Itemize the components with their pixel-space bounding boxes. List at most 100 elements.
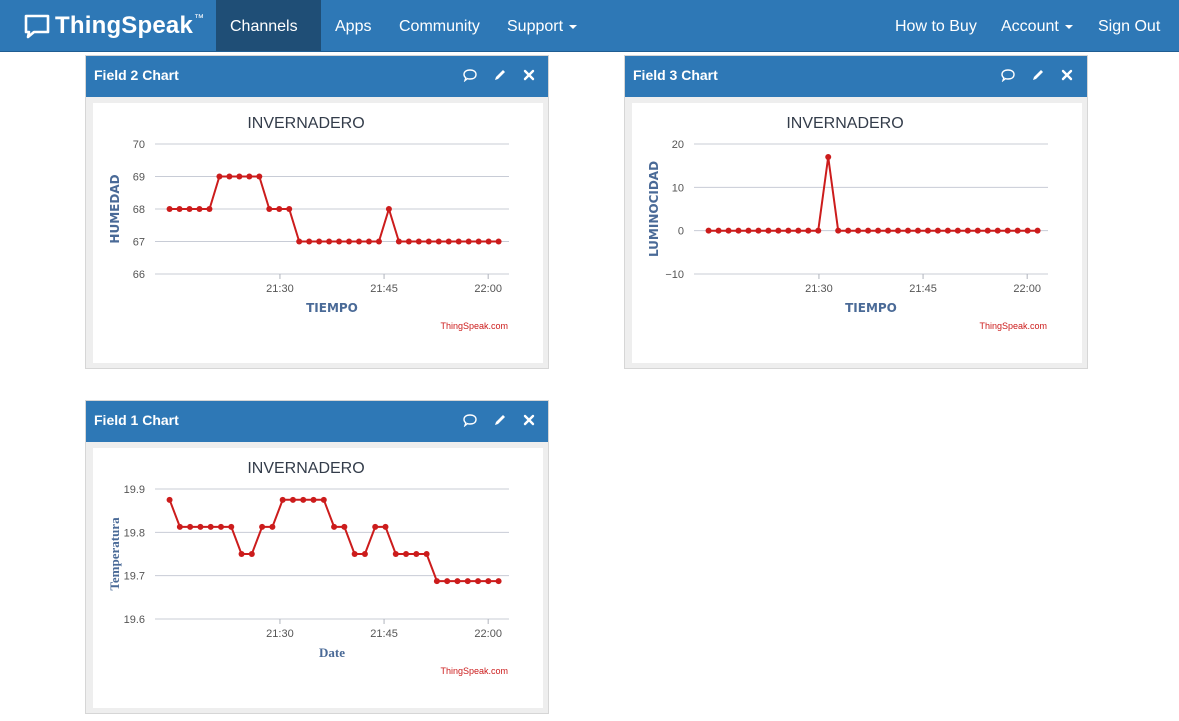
data-point	[944, 227, 951, 234]
panel-title: Field 3 Chart	[633, 67, 718, 83]
data-point	[279, 496, 286, 503]
comment-icon[interactable]	[463, 413, 477, 427]
close-icon[interactable]	[522, 413, 536, 427]
data-point	[485, 578, 492, 585]
data-point	[475, 578, 482, 585]
data-point	[310, 496, 317, 503]
data-point	[166, 496, 173, 503]
data-point	[346, 238, 353, 245]
y-tick-label: 67	[133, 237, 145, 249]
y-tick-label: 19.7	[124, 571, 145, 583]
top-navbar: ThingSpeak ™ Channels Apps Community Supp…	[0, 0, 1179, 82]
nav-community[interactable]: Community	[385, 0, 494, 51]
data-point	[326, 238, 333, 245]
data-point	[341, 523, 348, 530]
nav-community-label: Community	[399, 18, 480, 35]
y-axis-label: LUMINOCIDAD	[647, 161, 661, 257]
nav-how-to-buy[interactable]: How to Buy	[881, 0, 991, 51]
data-point	[415, 238, 422, 245]
pencil-icon[interactable]	[493, 413, 507, 427]
panel-field1: Field 1 Chart INVERNADERO 19.9 19.8 19.7 19.…	[85, 400, 549, 714]
data-point	[755, 227, 762, 234]
pencil-icon[interactable]	[1031, 68, 1045, 82]
x-tick-label: 22:00	[1013, 283, 1041, 295]
data-point	[186, 206, 193, 212]
data-point	[445, 238, 452, 245]
data-point	[266, 206, 273, 212]
close-icon[interactable]	[522, 68, 536, 82]
data-point	[405, 238, 412, 245]
panel-body: INVERNADERO 20 10 0 −10 21:30 21:45 22:00 TIEMPO…	[625, 97, 1087, 368]
data-point	[176, 206, 183, 212]
caret-down-icon	[1064, 24, 1073, 29]
luminocidad-chart: INVERNADERO 20 10 0 −10 21:30 21:45 22:00 TIEMPO…	[647, 115, 1048, 331]
data-point	[176, 523, 183, 530]
data-point	[423, 551, 430, 557]
data-point	[217, 523, 224, 530]
nav-support[interactable]: Support	[493, 0, 591, 51]
data-point	[276, 206, 283, 212]
brand-logo[interactable]: ThingSpeak ™	[24, 10, 204, 42]
x-tick-label: 21:45	[370, 628, 398, 640]
y-tick-label: 70	[133, 139, 145, 151]
data-point	[320, 496, 327, 503]
chart-credit: ThingSpeak.com	[440, 666, 508, 676]
data-point	[248, 551, 255, 557]
data-point	[725, 227, 732, 234]
data-point	[351, 551, 358, 557]
nav-apps-label: Apps	[335, 18, 372, 35]
data-point	[815, 227, 822, 234]
data-point	[475, 238, 482, 245]
data-point	[228, 523, 235, 530]
nav-apps[interactable]: Apps	[321, 0, 385, 51]
data-point	[403, 551, 410, 557]
y-tick-label: 20	[672, 139, 684, 151]
data-point	[259, 523, 266, 530]
panel-field2: Field 2 Chart INVERNADERO 70 69 68 67 66 21:30…	[85, 55, 549, 369]
chart-credit: ThingSpeak.com	[979, 321, 1047, 331]
y-tick-label: 69	[133, 172, 145, 184]
data-point	[984, 227, 991, 234]
comment-icon[interactable]	[463, 68, 477, 82]
data-point	[207, 523, 214, 530]
data-point	[385, 206, 392, 212]
data-point	[197, 523, 204, 530]
data-point	[331, 523, 338, 530]
comment-icon[interactable]	[1001, 68, 1015, 82]
panel-header: Field 2 Chart	[86, 56, 548, 97]
data-point	[269, 523, 276, 530]
data-point	[895, 227, 902, 234]
nav-account[interactable]: Account	[987, 0, 1087, 51]
data-point	[785, 227, 792, 234]
data-point	[735, 227, 742, 234]
x-axis-label: TIEMPO	[306, 301, 358, 315]
y-axis-label: Temperatura	[107, 517, 122, 591]
data-point	[805, 227, 812, 234]
data-point	[372, 523, 379, 530]
data-point	[465, 238, 472, 245]
data-point	[865, 227, 872, 234]
y-tick-label: 19.8	[124, 527, 145, 539]
x-tick-label: 21:30	[266, 628, 294, 640]
data-point	[425, 238, 432, 245]
data-point	[705, 227, 712, 234]
nav-channels[interactable]: Channels	[216, 0, 321, 82]
data-point	[715, 227, 722, 234]
data-point	[216, 173, 223, 180]
series-line	[708, 156, 1038, 232]
y-tick-label: −10	[665, 269, 684, 281]
data-point	[256, 173, 263, 180]
panel-body: INVERNADERO 70 69 68 67 66 21:30 21:45 22:00 TIEM…	[86, 97, 548, 368]
data-point	[435, 238, 442, 245]
data-point	[1024, 227, 1031, 234]
pencil-icon[interactable]	[493, 68, 507, 82]
close-icon[interactable]	[1060, 68, 1074, 82]
x-tick-label: 21:30	[266, 283, 294, 295]
data-point	[885, 227, 892, 234]
data-point	[954, 227, 961, 234]
data-point	[395, 238, 402, 245]
y-tick-label: 0	[678, 226, 684, 238]
y-tick-label: 68	[133, 204, 145, 216]
nav-sign-out[interactable]: Sign Out	[1084, 0, 1174, 51]
humedad-chart: INVERNADERO 70 69 68 67 66 21:30 21:45 22:00 TIEM…	[108, 115, 509, 331]
